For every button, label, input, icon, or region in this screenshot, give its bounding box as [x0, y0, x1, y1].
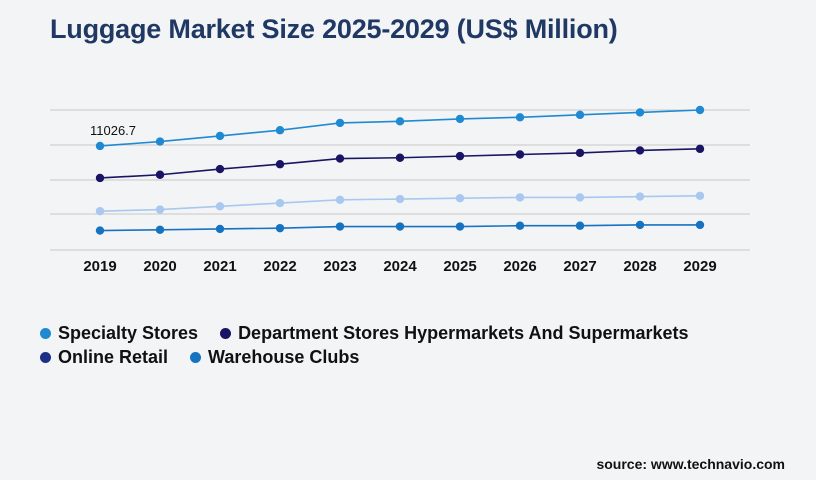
data-point[interactable]: [635, 192, 645, 201]
x-tick-label: 2025: [443, 258, 476, 275]
data-point[interactable]: [575, 110, 585, 120]
line-chart: 2019 2020 2021 2022 2023 2024 2025 2026 2027 2028…: [50, 105, 750, 275]
legend-row-2: Online Retail Warehouse Clubs: [40, 347, 381, 368]
data-annotation: 11026.7: [90, 123, 136, 138]
data-point[interactable]: [215, 164, 225, 174]
data-point[interactable]: [215, 131, 225, 141]
chart-title: Luggage Market Size 2025-2029 (US$ Milli…: [50, 14, 618, 44]
x-tick-label: 2019: [83, 258, 116, 275]
source-credit: source: www.technavio.com: [596, 456, 785, 472]
data-point[interactable]: [335, 222, 345, 231]
data-point[interactable]: [275, 160, 285, 169]
data-point[interactable]: [575, 193, 585, 202]
data-point[interactable]: [95, 173, 105, 183]
legend-item-specialty-stores[interactable]: Specialty Stores: [40, 323, 198, 344]
data-point[interactable]: [395, 117, 405, 126]
series-lines: [99, 109, 701, 232]
x-tick-label: 2028: [623, 258, 656, 275]
data-point[interactable]: [275, 126, 285, 135]
x-tick-label: 2026: [503, 258, 536, 275]
series-line-0: [99, 109, 701, 147]
series-line-1: [99, 148, 701, 179]
data-point[interactable]: [515, 150, 525, 159]
data-point[interactable]: [395, 194, 405, 204]
x-axis-ticks: 2019 2020 2021 2022 2023 2024 2025 2026 2027 2028…: [83, 258, 716, 275]
data-point[interactable]: [695, 144, 705, 154]
data-point[interactable]: [395, 153, 405, 162]
legend-row-1: Specialty Stores Department Stores Hyper…: [40, 323, 711, 344]
x-tick-label: 2020: [143, 258, 176, 275]
legend-marker-icon: [40, 352, 51, 363]
legend-item-department-stores[interactable]: Department Stores Hypermarkets And Super…: [220, 323, 689, 344]
data-point[interactable]: [335, 154, 345, 163]
x-tick-label: 2021: [203, 258, 236, 275]
data-point[interactable]: [455, 222, 465, 231]
data-point[interactable]: [695, 105, 705, 115]
data-point[interactable]: [95, 226, 105, 235]
data-point[interactable]: [155, 205, 165, 214]
legend-marker-icon: [190, 352, 202, 363]
legend-marker-icon: [220, 328, 232, 339]
data-point[interactable]: [155, 137, 165, 146]
legend-label: Specialty Stores: [58, 323, 199, 343]
legend-item-online-retail[interactable]: Online Retail: [40, 347, 168, 368]
legend-label: Department Stores Hypermarkets And Super…: [238, 323, 689, 343]
x-tick-label: 2029: [683, 258, 716, 275]
data-point[interactable]: [395, 222, 405, 231]
data-point[interactable]: [335, 195, 345, 205]
data-point[interactable]: [515, 113, 525, 122]
data-point[interactable]: [635, 220, 645, 230]
data-point[interactable]: [455, 194, 465, 203]
gridlines: [50, 109, 750, 251]
data-point[interactable]: [455, 151, 465, 161]
x-tick-label: 2022: [263, 258, 296, 275]
x-tick-label: 2024: [383, 258, 417, 275]
data-point[interactable]: [515, 193, 525, 202]
data-point[interactable]: [695, 191, 705, 200]
series-points: [95, 105, 705, 235]
data-point[interactable]: [95, 141, 105, 151]
data-point[interactable]: [335, 118, 345, 128]
data-point[interactable]: [155, 170, 165, 179]
data-point[interactable]: [575, 221, 585, 230]
data-point[interactable]: [275, 198, 285, 208]
data-point[interactable]: [635, 108, 645, 117]
data-point[interactable]: [635, 146, 645, 155]
data-point[interactable]: [455, 114, 465, 124]
data-point[interactable]: [575, 148, 585, 158]
data-point[interactable]: [515, 221, 525, 230]
legend-label: Online Retail: [58, 347, 169, 367]
legend-marker-icon: [40, 328, 51, 339]
data-point[interactable]: [95, 206, 105, 216]
data-point[interactable]: [275, 223, 285, 233]
data-point[interactable]: [215, 224, 225, 234]
data-point[interactable]: [215, 202, 225, 211]
x-tick-label: 2023: [323, 258, 356, 275]
data-point[interactable]: [155, 225, 165, 234]
data-point[interactable]: [695, 220, 705, 230]
x-tick-label: 2027: [563, 258, 596, 275]
legend-item-warehouse-clubs[interactable]: Warehouse Clubs: [190, 347, 359, 368]
legend-label: Warehouse Clubs: [208, 347, 360, 367]
